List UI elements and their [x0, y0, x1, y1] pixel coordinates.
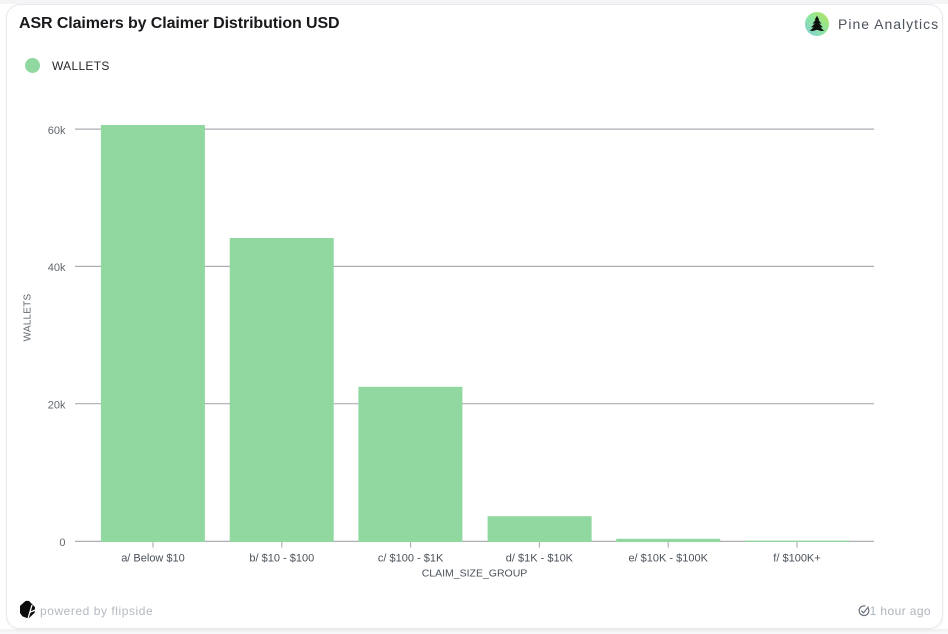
svg-text:60k: 60k [48, 125, 66, 137]
svg-text:0: 0 [59, 537, 65, 549]
svg-text:f/ $100K+: f/ $100K+ [773, 553, 820, 565]
svg-text:e/ $10K - $100K: e/ $10K - $100K [628, 553, 708, 565]
svg-text:WALLETS: WALLETS [23, 294, 34, 342]
svg-text:40k: 40k [48, 262, 66, 274]
svg-text:c/ $100 - $1K: c/ $100 - $1K [378, 553, 444, 565]
svg-text:d/ $1K - $10K: d/ $1K - $10K [506, 553, 574, 565]
svg-text:a/ Below $10: a/ Below $10 [121, 553, 185, 565]
svg-text:20k: 20k [48, 399, 66, 411]
svg-text:CLAIM_SIZE_GROUP: CLAIM_SIZE_GROUP [422, 568, 528, 580]
svg-text:b/ $10 - $100: b/ $10 - $100 [249, 553, 314, 565]
